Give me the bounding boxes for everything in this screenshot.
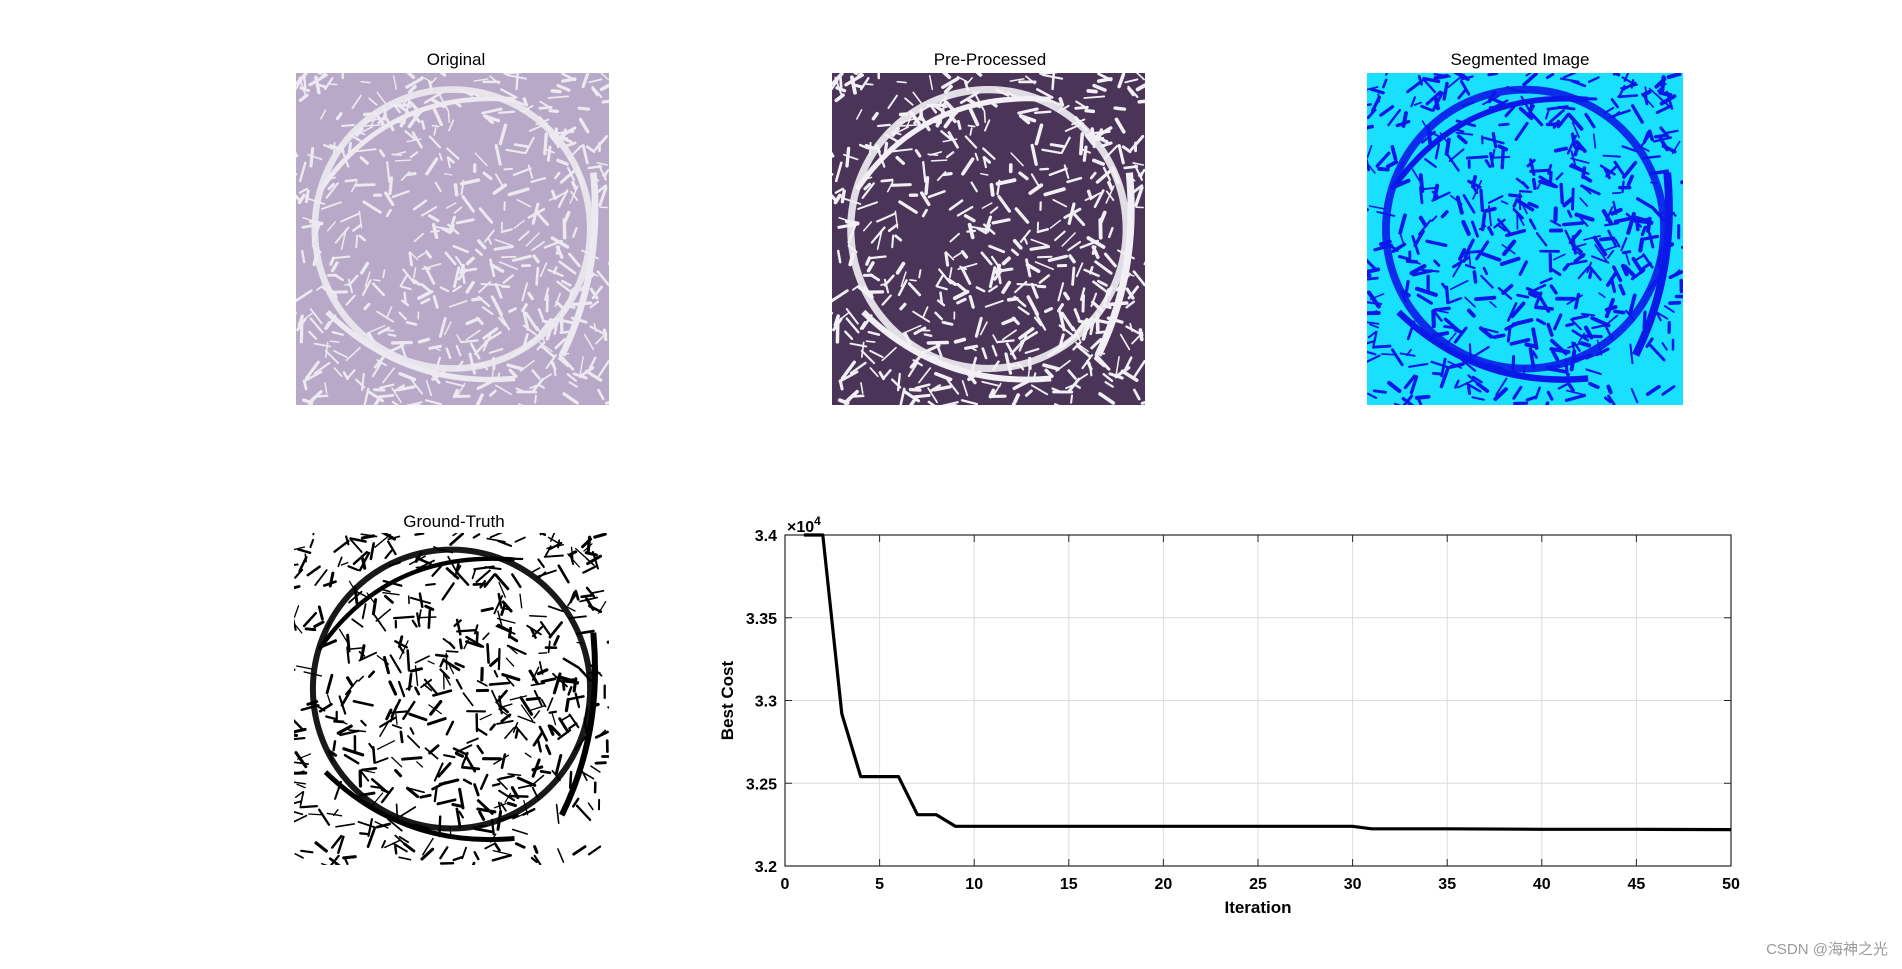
segmented-image: [1367, 73, 1683, 405]
ground-truth-image: [294, 533, 609, 865]
x-tick-label: 15: [1060, 876, 1078, 893]
x-tick-label: 5: [875, 876, 884, 893]
y-tick-label: 3.2: [755, 859, 777, 876]
x-tick-label: 40: [1533, 876, 1551, 893]
x-tick-label: 20: [1155, 876, 1173, 893]
preprocessed-image: [832, 73, 1145, 405]
ground-truth-title: Ground-Truth: [403, 512, 505, 531]
x-tick-label: 35: [1438, 876, 1456, 893]
x-tick-label: 45: [1628, 876, 1646, 893]
y-tick-label: 3.4: [755, 528, 777, 545]
segmented-title: Segmented Image: [1450, 50, 1590, 69]
original-title: Original: [426, 50, 486, 69]
x-axis-label: Iteration: [1224, 898, 1291, 917]
watermark: CSDN @海神之光: [1766, 941, 1888, 958]
x-tick-label: 10: [965, 876, 983, 893]
y-tick-label: 3.25: [746, 776, 777, 793]
y-tick-label: 3.3: [755, 694, 777, 711]
x-tick-label: 30: [1344, 876, 1362, 893]
preprocessed-title: Pre-Processed: [933, 50, 1047, 69]
y-axis-label: Best Cost: [718, 660, 737, 740]
x-tick-label: 0: [781, 876, 790, 893]
y-tick-label: 3.35: [746, 611, 777, 628]
best-cost-line: [803, 533, 1732, 832]
original-image: [296, 73, 609, 405]
y-exponent-label: ×104: [787, 514, 821, 536]
x-tick-label: 50: [1722, 876, 1740, 893]
x-tick-label: 25: [1249, 876, 1267, 893]
grid: [784, 534, 1732, 867]
